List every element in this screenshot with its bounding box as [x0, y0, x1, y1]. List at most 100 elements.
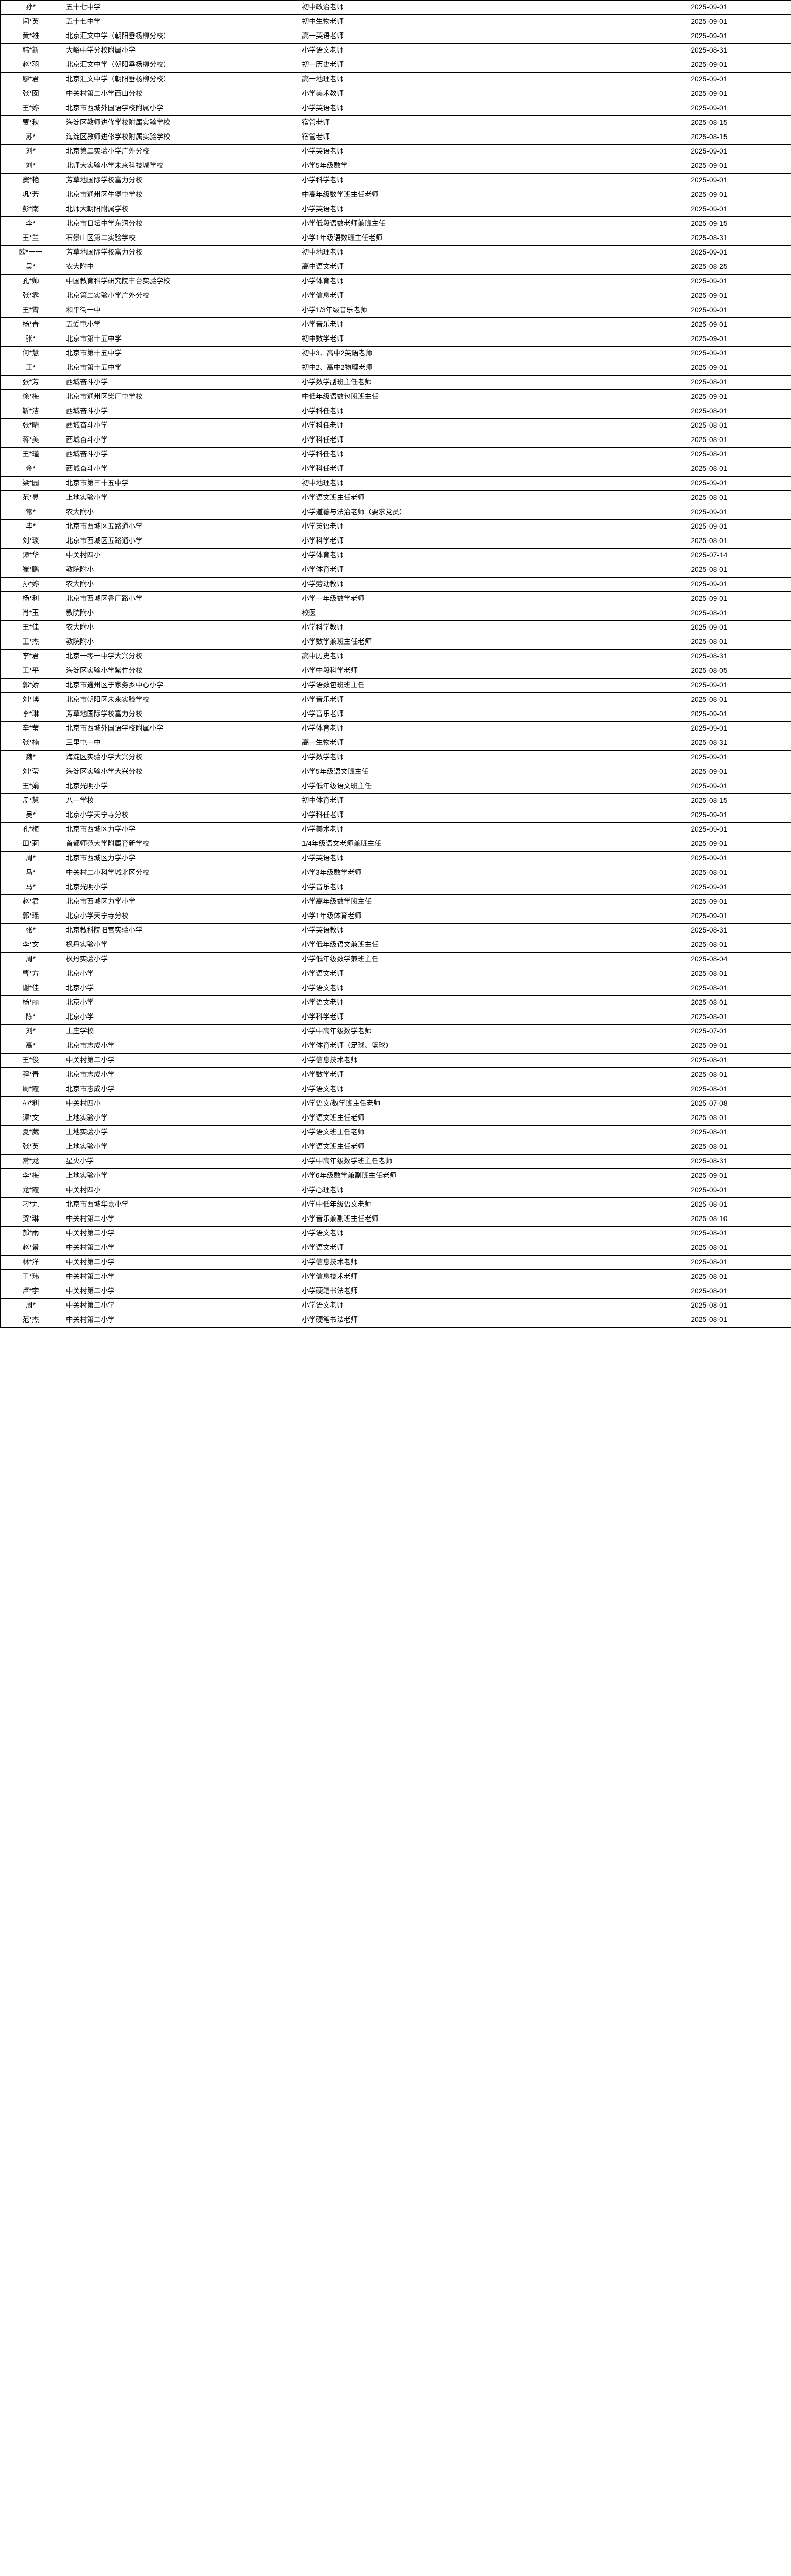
cell-school: 西城奋斗小学: [61, 404, 297, 419]
cell-post: 小学语文班主任老师: [297, 490, 627, 505]
table-row: 刘*莹 海淀区实验小学大兴分校 小学5年级语文班主任 2025-09-01: [0, 765, 791, 779]
cell-school: 西城奋斗小学: [61, 447, 297, 462]
cell-date: 2025-09-01: [627, 678, 791, 693]
cell-post: 小学信息技术老师: [297, 1053, 627, 1068]
cell-date: 2025-08-01: [627, 418, 791, 433]
table-row: 蒋*美 西城奋斗小学 小学科任老师 2025-08-01: [0, 433, 791, 448]
table-row: 林*洋 中关村第二小学 小学信息技术老师 2025-08-01: [0, 1255, 791, 1270]
teacher-roster-table: 孙* 五十七中学 初中政治老师 2025-09-01 闫*英 五十七中学 初中生物老师 202…: [0, 0, 791, 1328]
cell-date: 2025-08-31: [627, 1154, 791, 1169]
cell-post: 校医: [297, 606, 627, 621]
table-row: 田*莉 首都师范大学附属育新学校 1/4年级语文老师兼班主任 2025-09-01: [0, 837, 791, 852]
cell-school: 北京汇文中学（朝阳垂杨柳分校）: [61, 72, 297, 87]
cell-post: 小学语文老师: [297, 1298, 627, 1313]
cell-name: 马*: [0, 866, 61, 880]
cell-post: 高中历史老师: [297, 649, 627, 664]
cell-school: 北京市西城区五路通小学: [61, 519, 297, 534]
cell-date: 2025-09-01: [627, 577, 791, 592]
cell-date: 2025-09-01: [627, 389, 791, 404]
cell-date: 2025-08-01: [627, 490, 791, 505]
table-row: 刘* 上庄学校 小学中高年级数学老师 2025-07-01: [0, 1024, 791, 1039]
cell-date: 2025-09-01: [627, 1039, 791, 1054]
cell-school: 海淀区实验小学紫竹分校: [61, 664, 297, 679]
cell-name: 孙*利: [0, 1096, 61, 1111]
cell-date: 2025-09-01: [627, 101, 791, 116]
cell-post: 小学科任老师: [297, 404, 627, 419]
table-row: 李* 北京市日坛中学东润分校 小学低段语数老师兼班主任 2025-09-15: [0, 216, 791, 231]
table-row: 周*霞 北京市志成小学 小学语文老师 2025-08-01: [0, 1082, 791, 1097]
cell-post: 小学中段科学老师: [297, 664, 627, 679]
cell-school: 上地实验小学: [61, 1168, 297, 1183]
cell-date: 2025-08-01: [627, 1067, 791, 1082]
table-row: 刘*博 北京市朝阳区未来实验学校 小学音乐老师 2025-08-01: [0, 692, 791, 707]
table-row: 于*玮 中关村第二小学 小学信息技术老师 2025-08-01: [0, 1269, 791, 1284]
table-row: 刘* 北京第二实验小学广外分校 小学英语老师 2025-09-01: [0, 144, 791, 159]
cell-school: 北京市第十五中学: [61, 361, 297, 376]
cell-school: 北京第二实验小学广外分校: [61, 289, 297, 303]
cell-school: 和平街一中: [61, 303, 297, 318]
cell-post: 小学音乐老师: [297, 317, 627, 332]
cell-post: 小学5年级语文班主任: [297, 765, 627, 779]
cell-date: 2025-09-01: [627, 173, 791, 188]
cell-post: 小学5年级数学: [297, 159, 627, 174]
table-row: 魏* 海淀区实验小学大兴分校 小学数学老师 2025-09-01: [0, 750, 791, 765]
cell-post: 小学音乐老师: [297, 880, 627, 895]
table-row: 常* 农大附小 小学道德与法治老师（要求党员） 2025-09-01: [0, 505, 791, 520]
cell-school: 中关村第二小学: [61, 1053, 297, 1068]
cell-name: 黄*雄: [0, 29, 61, 44]
cell-name: 肖*玉: [0, 606, 61, 621]
cell-name: 贺*琳: [0, 1212, 61, 1227]
cell-school: 农大附小: [61, 577, 297, 592]
cell-school: 海淀区教师进修学校附属实验学校: [61, 115, 297, 130]
cell-date: 2025-09-01: [627, 0, 791, 15]
cell-name: 王*婷: [0, 101, 61, 116]
cell-date: 2025-08-01: [627, 1010, 791, 1025]
cell-name: 李*君: [0, 649, 61, 664]
cell-school: 北京市通州区柴厂屯学校: [61, 389, 297, 404]
table-row: 郭*娇 北京市通州区于家务乡中心小学 小学语数包班班主任 2025-09-01: [0, 678, 791, 693]
cell-name: 欧*一一: [0, 245, 61, 260]
cell-post: 小学语数包班班主任: [297, 678, 627, 693]
cell-date: 2025-08-25: [627, 260, 791, 275]
table-row: 王*瑾 西城奋斗小学 小学科任老师 2025-08-01: [0, 447, 791, 462]
cell-name: 孔*帅: [0, 274, 61, 289]
cell-name: 常*龙: [0, 1154, 61, 1169]
table-row: 赵*景 中关村第二小学 小学语文老师 2025-08-01: [0, 1241, 791, 1256]
cell-date: 2025-08-01: [627, 938, 791, 953]
cell-date: 2025-09-01: [627, 765, 791, 779]
cell-post: 小学科任老师: [297, 447, 627, 462]
cell-school: 中关村第二小学: [61, 1284, 297, 1299]
cell-name: 刁*九: [0, 1197, 61, 1212]
table-row: 杨*利 北京市西城区香厂路小学 小学一年级数学老师 2025-09-01: [0, 591, 791, 606]
cell-post: 小学美术教师: [297, 87, 627, 101]
table-row: 杨*青 五爱屯小学 小学音乐老师 2025-09-01: [0, 317, 791, 332]
cell-post: 小学数学兼班主任老师: [297, 635, 627, 650]
table-row: 龙*霞 中关村四小 小学心理老师 2025-09-01: [0, 1183, 791, 1198]
cell-post: 小学体育老师: [297, 721, 627, 736]
cell-name: 曹*方: [0, 967, 61, 981]
table-row: 王*娟 北京光明小学 小学低年级语文班主任 2025-09-01: [0, 779, 791, 794]
cell-date: 2025-09-01: [627, 851, 791, 866]
cell-school: 五爱屯小学: [61, 317, 297, 332]
cell-post: 小学劳动教师: [297, 577, 627, 592]
cell-name: 徐*梅: [0, 389, 61, 404]
cell-date: 2025-08-01: [627, 375, 791, 390]
table-row: 欧*一一 芳草地国际学校富力分校 初中地理老师 2025-09-01: [0, 245, 791, 260]
cell-date: 2025-08-01: [627, 967, 791, 981]
cell-date: 2025-09-01: [627, 880, 791, 895]
cell-school: 北京光明小学: [61, 880, 297, 895]
table-row: 刘* 北师大实验小学未来科技城学校 小学5年级数学 2025-09-01: [0, 159, 791, 174]
cell-post: 小学体育老师（足球、篮球）: [297, 1039, 627, 1054]
cell-date: 2025-09-01: [627, 894, 791, 909]
cell-date: 2025-08-31: [627, 231, 791, 246]
table-row: 卢*宇 中关村第二小学 小学硬笔书法老师 2025-08-01: [0, 1284, 791, 1299]
table-row: 张*芳 西城奋斗小学 小学数学副班主任老师 2025-08-01: [0, 375, 791, 390]
cell-name: 王*平: [0, 664, 61, 679]
cell-name: 程*青: [0, 1067, 61, 1082]
table-row: 张*晴 西城奋斗小学 小学科任老师 2025-08-01: [0, 418, 791, 433]
cell-name: 孙*婷: [0, 577, 61, 592]
cell-post: 小学英语老师: [297, 101, 627, 116]
cell-post: 初中2、高中2物理老师: [297, 361, 627, 376]
cell-date: 2025-08-01: [627, 1298, 791, 1313]
cell-post: 初中地理老师: [297, 245, 627, 260]
